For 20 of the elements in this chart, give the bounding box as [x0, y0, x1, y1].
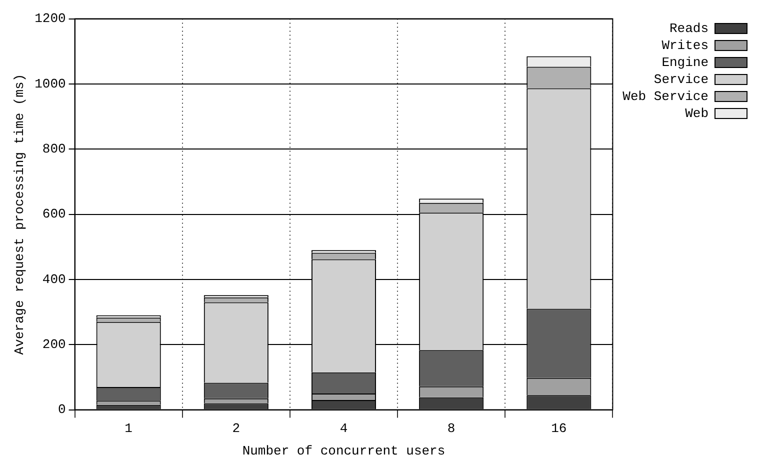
x-tick-label: 1 [124, 421, 133, 436]
x-tick-label: 8 [447, 421, 456, 436]
x-tick-label: 4 [340, 421, 348, 436]
x-tick-label: 2 [232, 421, 240, 436]
legend-label: Web [685, 106, 708, 121]
legend-label: Service [654, 72, 708, 87]
legend-label: Reads [669, 20, 708, 36]
x-tick-label: 16 [551, 421, 567, 436]
y-tick-label: 0 [58, 402, 66, 418]
legend-label: Engine [662, 54, 708, 70]
x-axis-title: Number of concurrent users [242, 444, 446, 459]
legend-label: Writes [662, 38, 708, 53]
y-tick-label: 600 [42, 206, 66, 222]
legend-label: Web Service [622, 88, 708, 104]
y-tick-label: 400 [42, 272, 66, 287]
y-tick-label: 1000 [34, 76, 66, 92]
y-axis-title: Average request processing time (ms) [12, 74, 28, 355]
y-tick-label: 800 [42, 142, 66, 157]
y-tick-label: 200 [42, 337, 66, 352]
y-tick-label: 1200 [34, 11, 66, 26]
